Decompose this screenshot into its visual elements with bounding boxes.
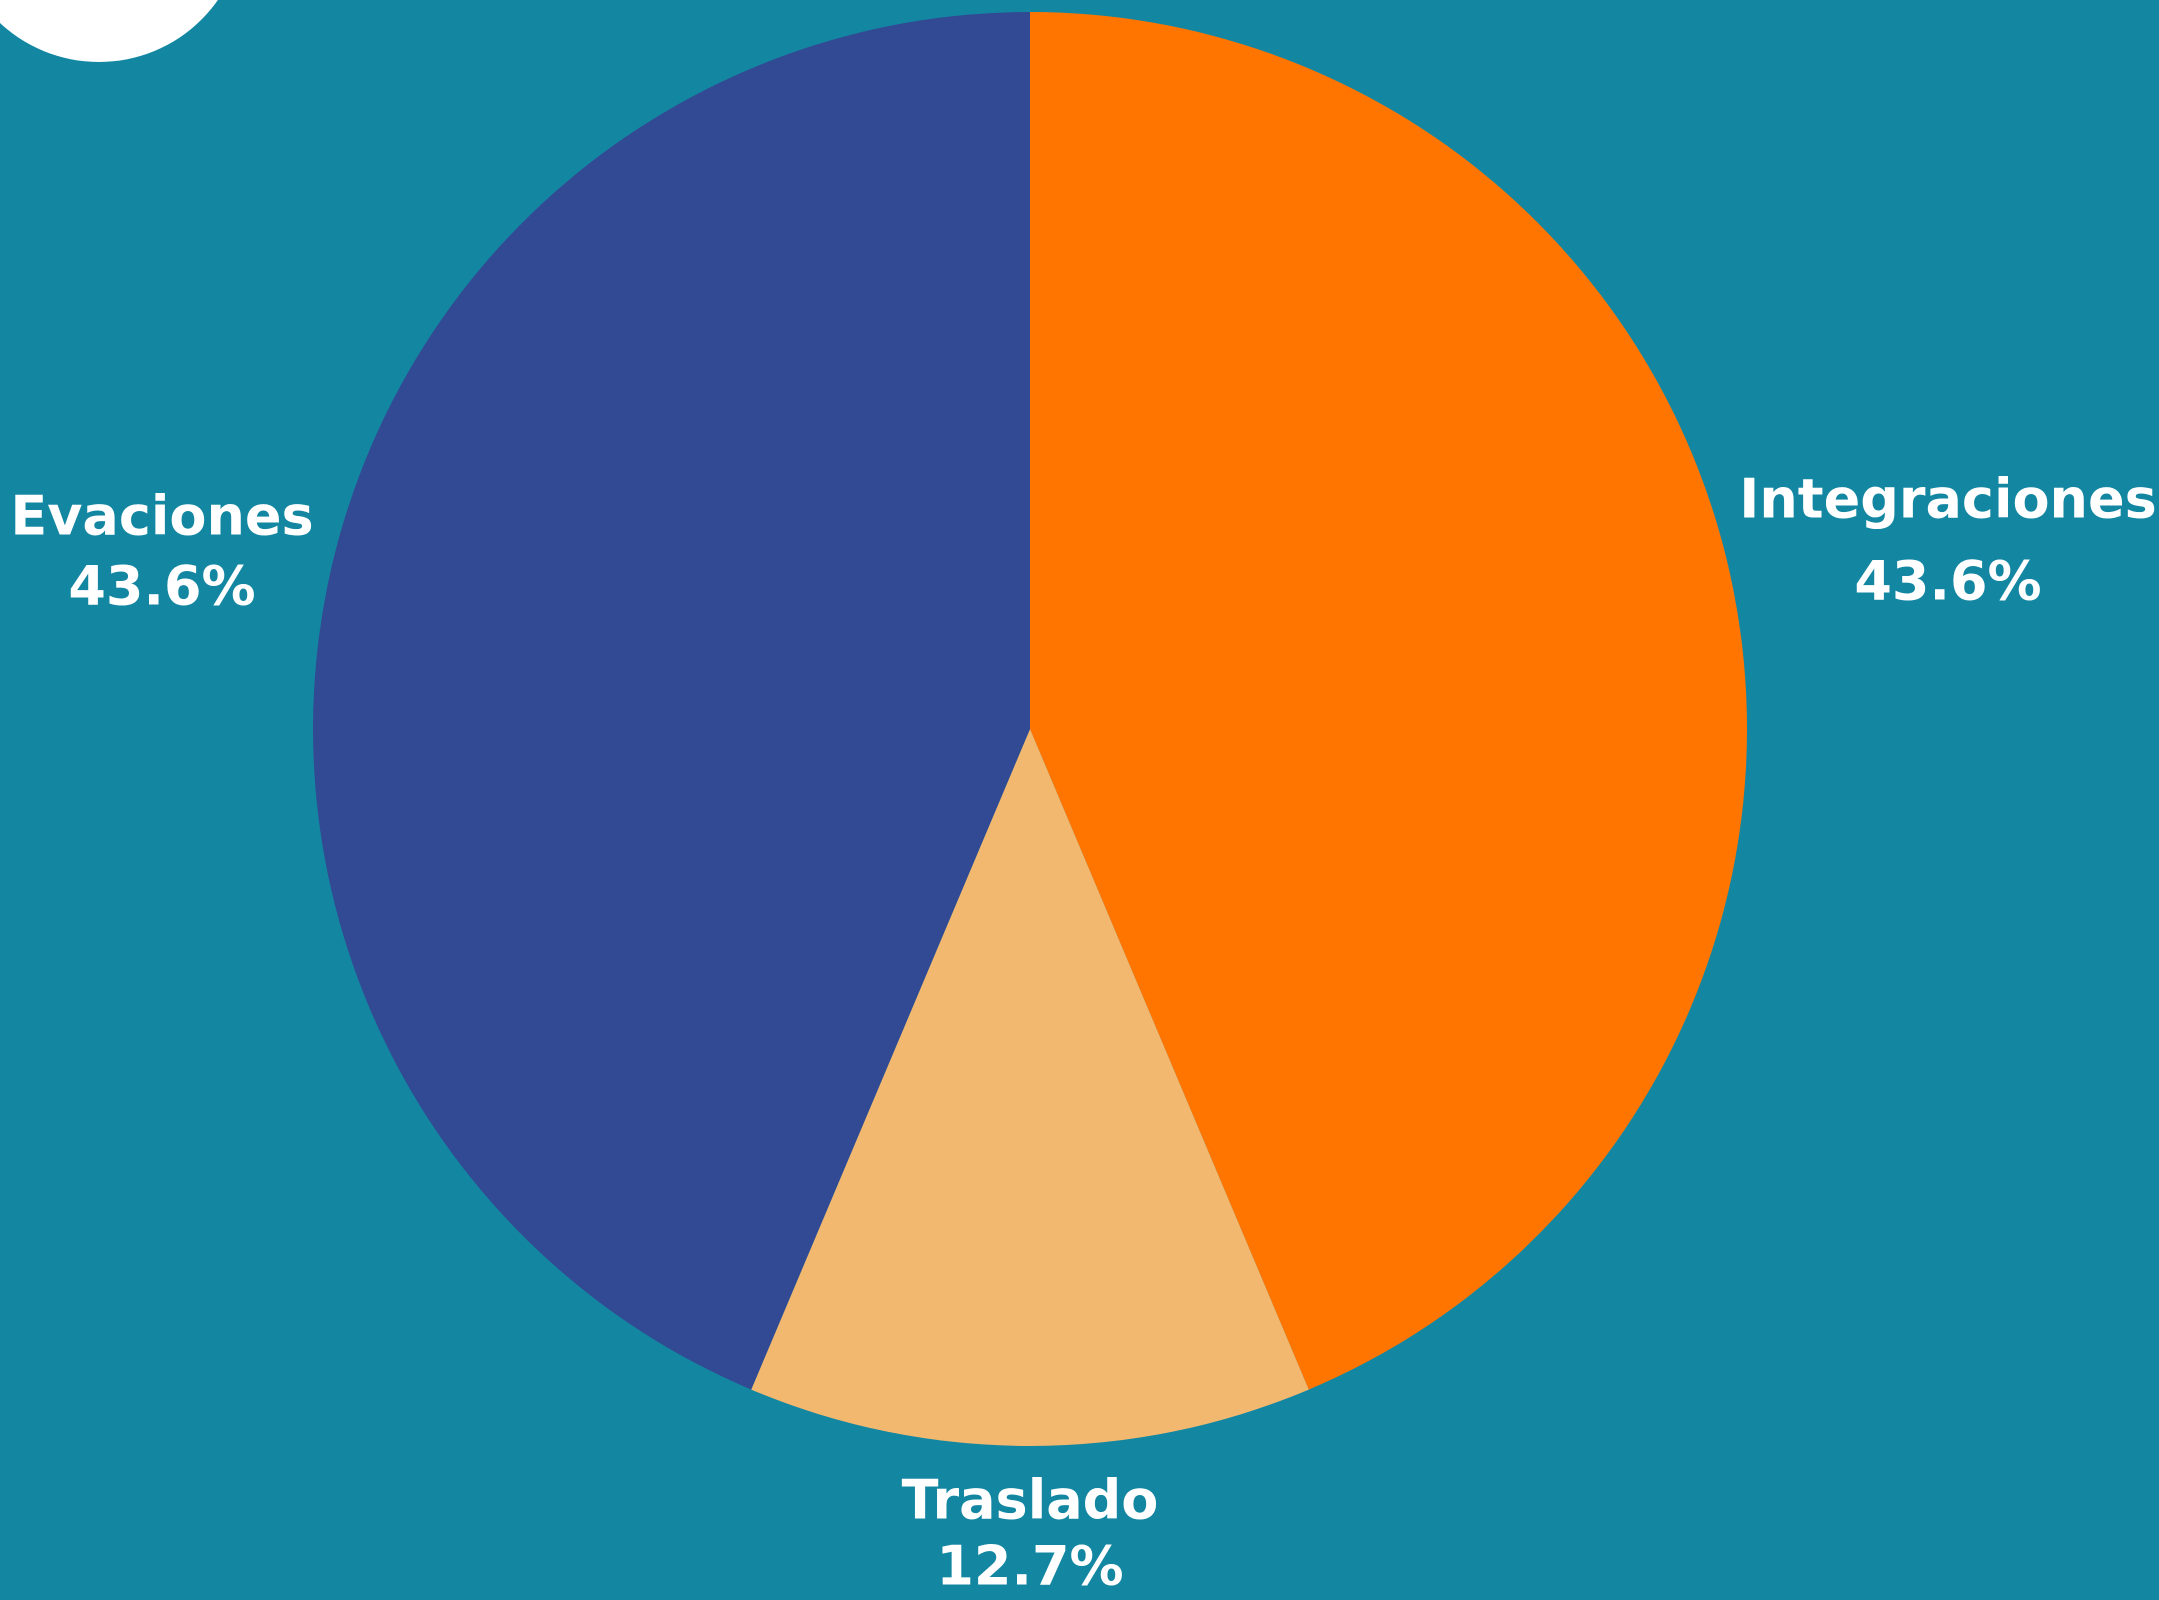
value-label: 43.6% bbox=[1854, 550, 2041, 613]
pie-slice bbox=[1030, 12, 1747, 1390]
pie-slice bbox=[751, 729, 1309, 1446]
slice-label: Integraciones bbox=[1739, 468, 2157, 531]
slice-label: Evaciones bbox=[10, 485, 313, 548]
pie-slice bbox=[313, 12, 1031, 1390]
value-label: 43.6% bbox=[68, 555, 255, 618]
slice-label: Traslado bbox=[902, 1469, 1159, 1532]
decor-circle bbox=[0, 0, 218, 62]
value-label: 12.7% bbox=[936, 1535, 1123, 1598]
